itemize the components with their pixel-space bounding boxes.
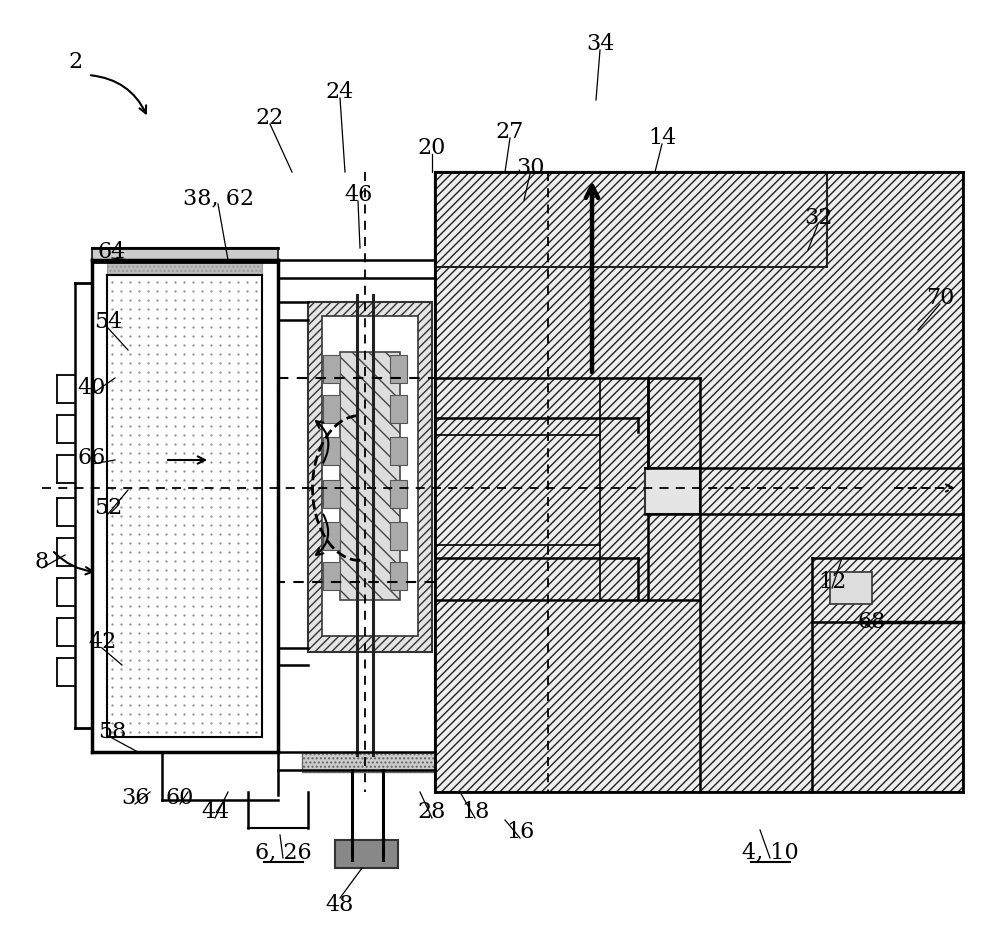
Bar xyxy=(302,752,435,772)
Text: 66: 66 xyxy=(78,447,106,469)
Text: 24: 24 xyxy=(326,81,354,103)
Text: 58: 58 xyxy=(98,721,126,743)
Text: 38, 62: 38, 62 xyxy=(183,187,254,209)
Text: 60: 60 xyxy=(166,787,194,809)
Text: 52: 52 xyxy=(94,497,122,519)
Bar xyxy=(830,572,872,604)
Text: 20: 20 xyxy=(418,137,446,159)
Text: 12: 12 xyxy=(818,571,846,593)
Bar xyxy=(308,302,432,652)
Bar xyxy=(92,248,278,262)
Bar xyxy=(107,262,262,275)
Bar xyxy=(322,316,418,636)
Text: 48: 48 xyxy=(326,894,354,916)
Bar xyxy=(645,468,700,514)
Text: 18: 18 xyxy=(461,801,489,823)
Text: 2: 2 xyxy=(68,51,82,73)
Bar xyxy=(435,172,963,792)
Bar xyxy=(340,352,400,600)
Text: 34: 34 xyxy=(586,33,614,55)
Text: 70: 70 xyxy=(926,287,954,309)
Text: 14: 14 xyxy=(648,127,676,149)
Text: 28: 28 xyxy=(418,801,446,823)
Text: 27: 27 xyxy=(496,121,524,143)
Bar xyxy=(323,562,340,590)
Bar xyxy=(323,437,340,465)
Text: 32: 32 xyxy=(804,207,832,229)
Bar xyxy=(335,840,398,868)
Text: 68: 68 xyxy=(858,611,886,633)
Bar xyxy=(323,395,340,423)
Bar xyxy=(390,522,407,550)
Text: 30: 30 xyxy=(516,157,544,179)
Text: 64: 64 xyxy=(98,241,126,263)
Text: 8: 8 xyxy=(35,551,49,573)
Bar xyxy=(323,355,340,383)
Text: 4, 10: 4, 10 xyxy=(742,841,798,863)
Bar xyxy=(323,480,340,508)
Bar xyxy=(390,355,407,383)
Bar xyxy=(323,522,340,550)
Bar xyxy=(390,437,407,465)
Text: 22: 22 xyxy=(256,107,284,129)
Text: 6, 26: 6, 26 xyxy=(255,841,311,863)
Bar xyxy=(390,395,407,423)
Text: 42: 42 xyxy=(88,631,116,653)
Bar xyxy=(390,480,407,508)
Bar xyxy=(390,562,407,590)
Text: 54: 54 xyxy=(94,311,122,333)
Text: 16: 16 xyxy=(506,821,534,843)
Text: 46: 46 xyxy=(344,184,372,206)
Text: 40: 40 xyxy=(78,377,106,399)
Text: 44: 44 xyxy=(201,801,229,823)
Bar xyxy=(435,172,827,267)
Text: 36: 36 xyxy=(121,787,149,809)
